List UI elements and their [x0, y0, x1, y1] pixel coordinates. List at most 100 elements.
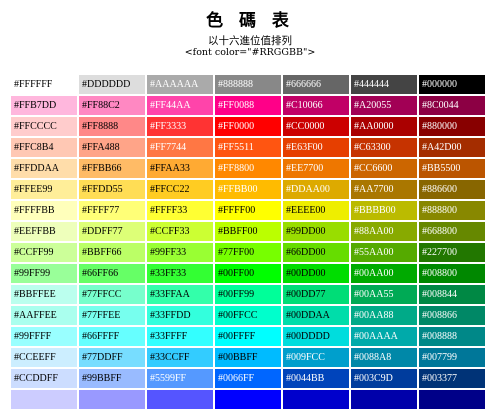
- color-swatch: #008844: [419, 285, 485, 304]
- color-row: #CCEEFF #77DDFF #33CCFF #00BBFF #009FCC #0088…: [11, 348, 485, 367]
- color-swatch: #88AA00: [351, 222, 417, 241]
- color-swatch: #BBBB00: [351, 201, 417, 220]
- color-swatch: #00DDAA: [283, 306, 349, 325]
- color-swatch: #00DDDD: [283, 327, 349, 346]
- color-swatch: #FFA488: [79, 138, 145, 157]
- color-swatch: #BB5500: [419, 159, 485, 178]
- color-swatch: #5599FF: [147, 369, 213, 388]
- color-swatch: #FFB7DD: [11, 96, 77, 115]
- color-swatch: #99FFFF: [11, 327, 77, 346]
- color-swatch: #FFFFBB: [11, 201, 77, 220]
- color-swatch: #FFBB66: [79, 159, 145, 178]
- color-swatch: #FF8888: [79, 117, 145, 136]
- page-subtitle: 以十六進位值排列 <font color="#RRGGBB">: [0, 35, 500, 59]
- color-swatch: #EEEE00: [283, 201, 349, 220]
- color-swatch: #AA0000: [351, 117, 417, 136]
- color-swatch: #00FFFF: [215, 327, 281, 346]
- color-swatch: #00AA55: [351, 285, 417, 304]
- color-swatch: #99FF99: [11, 264, 77, 283]
- color-swatch: #FF5511: [215, 138, 281, 157]
- color-swatch: #CC6600: [351, 159, 417, 178]
- color-swatch: #33FFDD: [147, 306, 213, 325]
- color-row: #FFDDAA #FFBB66 #FFAA33 #FF8800 #EE7700 #CC66…: [11, 159, 485, 178]
- color-swatch: #FF3333: [147, 117, 213, 136]
- color-swatch: #EE7700: [283, 159, 349, 178]
- color-swatch: #FF7744: [147, 138, 213, 157]
- color-swatch: #66FF66: [79, 264, 145, 283]
- color-swatch: #00FFCC: [215, 306, 281, 325]
- font-code-hint: <font color="#RRGGBB">: [184, 47, 316, 58]
- color-swatch: #FF88C2: [79, 96, 145, 115]
- color-swatch: #DDAA00: [283, 180, 349, 199]
- color-swatch: #00AA88: [351, 306, 417, 325]
- color-row: #99FF99 #66FF66 #33FF33 #00FF00 #00DD00 #00AA…: [11, 264, 485, 283]
- color-row: #FFFFFF #DDDDDD #AAAAAA #888888 #666666 #4444…: [11, 75, 485, 94]
- color-swatch: #FF0088: [215, 96, 281, 115]
- color-swatch: #00BBFF: [215, 348, 281, 367]
- color-swatch: #A42D00: [419, 138, 485, 157]
- color-swatch: #00DD00: [283, 264, 349, 283]
- color-swatch: [215, 390, 281, 409]
- color-row: #CCFF99 #BBFF66 #99FF33 #77FF00 #66DD00 #55AA…: [11, 243, 485, 262]
- color-row: #FFB7DD #FF88C2 #FF44AA #FF0088 #C10066 #A200…: [11, 96, 485, 115]
- color-swatch: #AAFFEE: [11, 306, 77, 325]
- color-swatch: #DDDDDD: [79, 75, 145, 94]
- color-swatch: #008800: [419, 264, 485, 283]
- color-swatch: #FFFFFF: [11, 75, 77, 94]
- color-swatch: #77DDFF: [79, 348, 145, 367]
- color-swatch: #DDFF77: [79, 222, 145, 241]
- color-swatch: #009FCC: [283, 348, 349, 367]
- color-swatch: #C10066: [283, 96, 349, 115]
- color-swatch: #77FF00: [215, 243, 281, 262]
- page-title: 色 碼 表: [206, 11, 294, 31]
- color-swatch: #BBFFEE: [11, 285, 77, 304]
- color-swatch: #00FF00: [215, 264, 281, 283]
- color-swatch: #CC0000: [283, 117, 349, 136]
- color-swatch: #FFBB00: [215, 180, 281, 199]
- color-swatch: #AAAAAA: [147, 75, 213, 94]
- color-swatch: #000000: [419, 75, 485, 94]
- color-swatch: #66DD00: [283, 243, 349, 262]
- color-row: #FFCCCC #FF8888 #FF3333 #FF0000 #CC0000 #AA00…: [11, 117, 485, 136]
- color-swatch: [351, 390, 417, 409]
- color-swatch: #0066FF: [215, 369, 281, 388]
- color-swatch: #FF0000: [215, 117, 281, 136]
- color-swatch: #A20055: [351, 96, 417, 115]
- color-swatch: #FFDDAA: [11, 159, 77, 178]
- color-swatch: #EEFFBB: [11, 222, 77, 241]
- color-swatch: #33FF33: [147, 264, 213, 283]
- color-swatch: #008888: [419, 327, 485, 346]
- color-swatch: #77FFCC: [79, 285, 145, 304]
- color-grid: #FFFFFF #DDDDDD #AAAAAA #888888 #666666 #4444…: [9, 73, 487, 411]
- color-swatch: #99FF33: [147, 243, 213, 262]
- color-row: #FFEE99 #FFDD55 #FFCC22 #FFBB00 #DDAA00 #AA77…: [11, 180, 485, 199]
- color-swatch: #FFAA33: [147, 159, 213, 178]
- color-swatch: [79, 390, 145, 409]
- color-swatch: #E63F00: [283, 138, 349, 157]
- color-swatch: #FF8800: [215, 159, 281, 178]
- color-swatch: #C63300: [351, 138, 417, 157]
- color-swatch: #FFCCCC: [11, 117, 77, 136]
- color-swatch: #008866: [419, 306, 485, 325]
- color-swatch: #CCDDFF: [11, 369, 77, 388]
- color-swatch: #FF44AA: [147, 96, 213, 115]
- color-swatch: #0088A8: [351, 348, 417, 367]
- color-swatch: #FFEE99: [11, 180, 77, 199]
- color-swatch: #8C0044: [419, 96, 485, 115]
- color-swatch: #003377: [419, 369, 485, 388]
- color-swatch: #003C9D: [351, 369, 417, 388]
- color-swatch: #AA7700: [351, 180, 417, 199]
- color-swatch: #66FFFF: [79, 327, 145, 346]
- color-row: [11, 390, 485, 409]
- color-swatch: #CCEEFF: [11, 348, 77, 367]
- color-swatch: [283, 390, 349, 409]
- color-grid-body: #FFFFFF #DDDDDD #AAAAAA #888888 #666666 #4444…: [11, 75, 485, 409]
- color-swatch: [419, 390, 485, 409]
- color-swatch: #227700: [419, 243, 485, 262]
- color-swatch: #55AA00: [351, 243, 417, 262]
- color-swatch: #FFFF00: [215, 201, 281, 220]
- color-swatch: #888800: [419, 201, 485, 220]
- color-row: #FFC8B4 #FFA488 #FF7744 #FF5511 #E63F00 #C633…: [11, 138, 485, 157]
- color-swatch: #BBFF00: [215, 222, 281, 241]
- color-swatch: #FFCC22: [147, 180, 213, 199]
